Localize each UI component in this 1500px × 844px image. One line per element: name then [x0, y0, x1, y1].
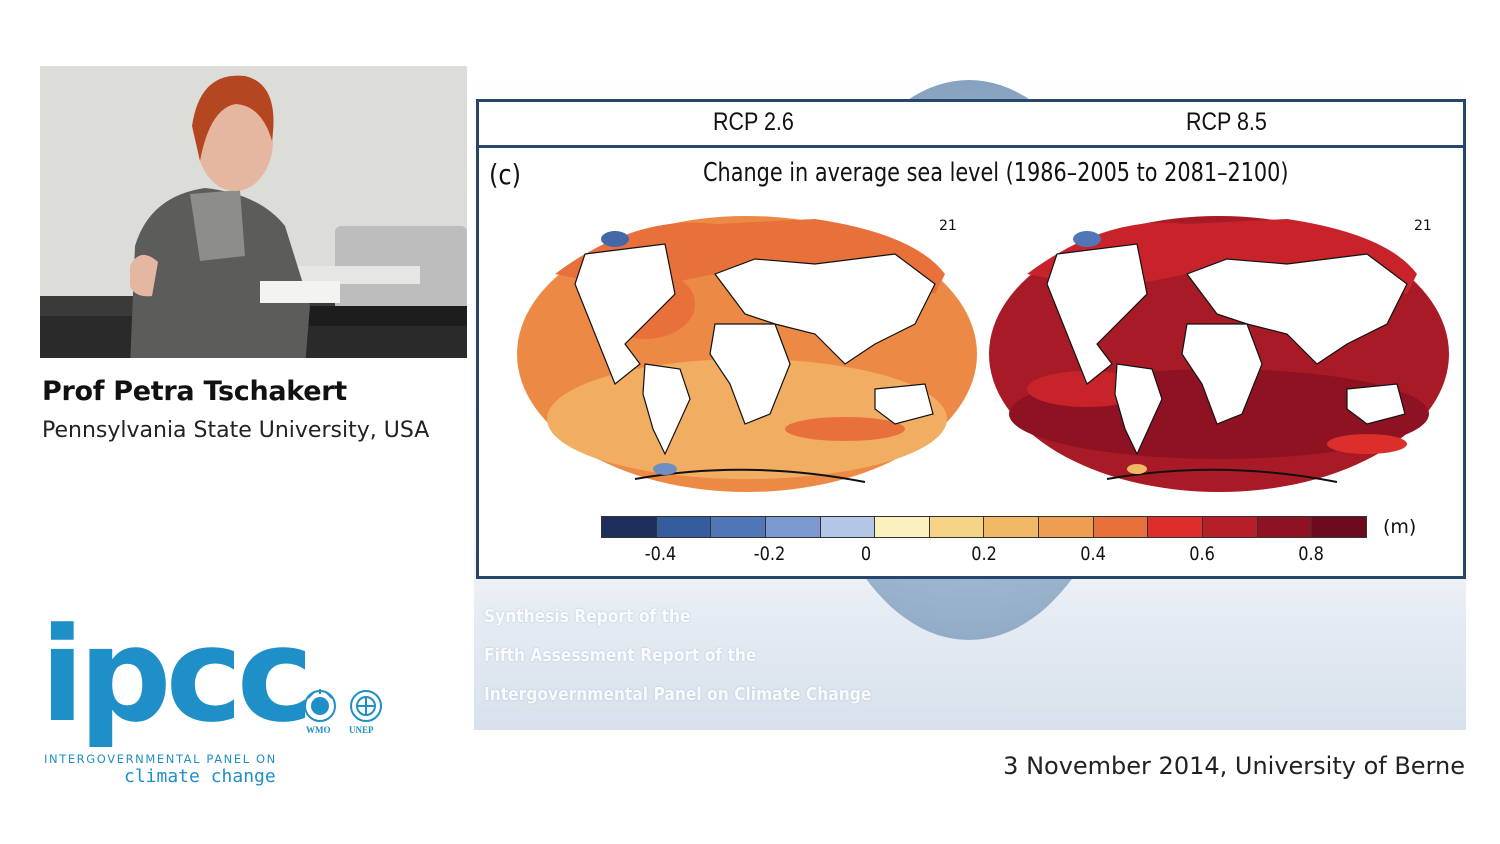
panel-label: (c) — [489, 158, 522, 191]
wmo-emblem — [300, 688, 340, 738]
colorbar-swatch — [1148, 517, 1204, 537]
colorbar-swatch — [875, 517, 930, 537]
colorbar-swatch — [602, 517, 657, 537]
colorbar-swatch — [1093, 517, 1149, 537]
colorbar-tick-label: -0.2 — [753, 543, 786, 565]
slide-background-text: Synthesis Report of the Fifth Assessment… — [484, 606, 934, 723]
speaker-affiliation: Pennsylvania State University, USA — [42, 418, 430, 443]
colorbar-tick-label: 0.4 — [1080, 543, 1107, 565]
slide-line: Synthesis Report of the — [484, 606, 691, 627]
colorbar-swatch — [929, 517, 985, 537]
colorbar-swatch — [656, 517, 712, 537]
colorbar-swatch — [1039, 517, 1094, 537]
model-count-right: 21 — [1414, 218, 1432, 234]
sea-level-figure: RCP 2.6 RCP 8.5 (c) Change in average se… — [476, 99, 1466, 579]
colorbar-tick-label: 0 — [860, 543, 872, 565]
presentation-slide: Synthesis Report of the Fifth Assessment… — [474, 66, 1466, 730]
colorbar-swatch — [1203, 517, 1258, 537]
unep-label: UNEP — [349, 725, 374, 735]
colorbar-tick-label: 0.8 — [1298, 543, 1325, 565]
speaker-name: Prof Petra Tschakert — [42, 376, 347, 407]
scenario-label-left: RCP 2.6 — [713, 108, 794, 136]
ipcc-logo-line1: INTERGOVERNMENTAL PANEL ON — [44, 752, 277, 766]
colorbar-swatch — [1257, 517, 1313, 537]
speaker-video — [40, 66, 467, 358]
colorbar-swatch — [820, 517, 876, 537]
figure-title: Change in average sea level (1986–2005 t… — [703, 158, 1289, 188]
scenario-label-right: RCP 8.5 — [1186, 108, 1267, 136]
event-date-location: 3 November 2014, University of Berne — [1003, 752, 1465, 780]
map-rcp26 — [517, 216, 977, 492]
scenario-header: RCP 2.6 RCP 8.5 — [479, 102, 1463, 148]
colorbar-tick-label: 0.6 — [1189, 543, 1216, 565]
slide-line: Intergovernmental Panel on Climate Chang… — [484, 684, 872, 705]
colorbar-tick-label: 0.2 — [971, 543, 997, 565]
wmo-label: WMO — [306, 725, 331, 735]
colorbar-unit: (m) — [1383, 516, 1417, 538]
colorbar-swatch — [765, 517, 821, 537]
model-count-left: 21 — [939, 218, 957, 234]
unep-emblem — [346, 688, 386, 738]
colorbar-swatch — [984, 517, 1040, 537]
colorbar — [601, 516, 1367, 538]
colorbar-tick-label: -0.4 — [644, 543, 676, 565]
ipcc-logo-line2: climate change — [124, 766, 276, 787]
colorbar-swatch — [711, 517, 766, 537]
slide-line: Fifth Assessment Report of the — [484, 645, 757, 666]
colorbar-swatch — [1312, 517, 1366, 537]
map-rcp85 — [989, 216, 1449, 492]
ipcc-logo: ipcc — [40, 599, 314, 751]
